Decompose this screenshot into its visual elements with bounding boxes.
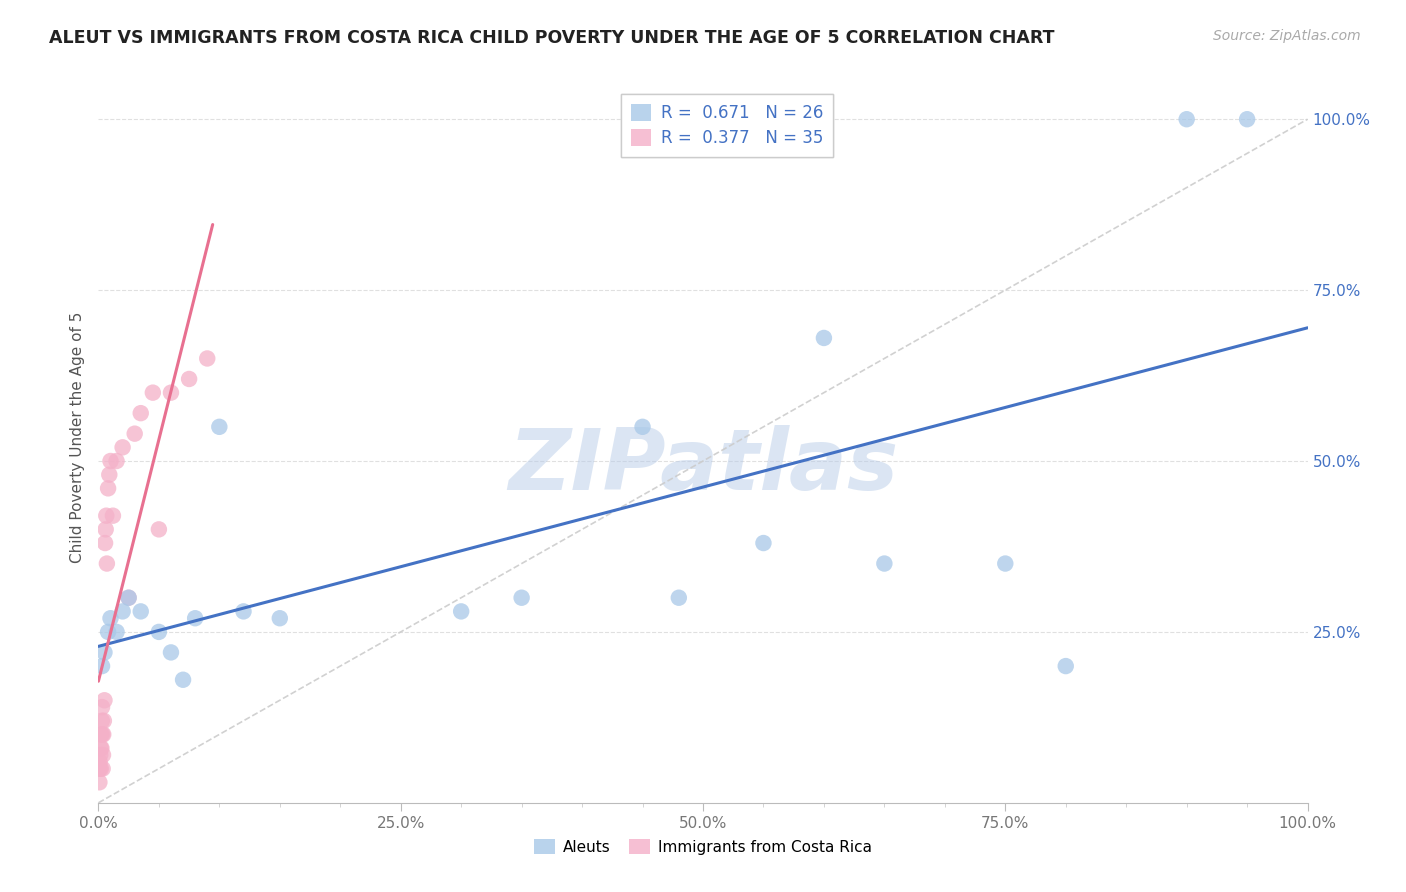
Point — [160, 645, 183, 659]
Text: ALEUT VS IMMIGRANTS FROM COSTA RICA CHILD POVERTY UNDER THE AGE OF 5 CORRELATION: ALEUT VS IMMIGRANTS FROM COSTA RICA CHIL… — [49, 29, 1054, 46]
Point — [91, 659, 114, 673]
Y-axis label: Child Poverty Under the Age of 5: Child Poverty Under the Age of 5 — [69, 311, 84, 563]
Point — [873, 557, 896, 571]
Point — [101, 508, 124, 523]
Point — [100, 611, 122, 625]
Point — [91, 700, 114, 714]
Point — [129, 604, 152, 618]
Point — [195, 351, 218, 366]
Point — [160, 385, 183, 400]
Point — [142, 385, 165, 400]
Point — [111, 440, 134, 454]
Point — [148, 522, 170, 536]
Point — [90, 714, 112, 728]
Point — [87, 762, 110, 776]
Point — [89, 755, 111, 769]
Point — [450, 604, 472, 618]
Point — [118, 591, 141, 605]
Point — [105, 454, 128, 468]
Point — [510, 591, 533, 605]
Point — [91, 747, 114, 762]
Point — [232, 604, 254, 618]
Point — [752, 536, 775, 550]
Point — [172, 673, 194, 687]
Point — [90, 762, 112, 776]
Point — [1054, 659, 1077, 673]
Point — [93, 693, 115, 707]
Point — [96, 557, 118, 571]
Legend: R =  0.671   N = 26, R =  0.377   N = 35: R = 0.671 N = 26, R = 0.377 N = 35 — [621, 95, 834, 157]
Point — [91, 727, 114, 741]
Point — [668, 591, 690, 605]
Point — [90, 727, 112, 741]
Point — [148, 624, 170, 639]
Point — [89, 762, 111, 776]
Point — [179, 372, 201, 386]
Point — [93, 645, 115, 659]
Point — [98, 467, 121, 482]
Point — [994, 557, 1017, 571]
Point — [813, 331, 835, 345]
Point — [105, 624, 128, 639]
Point — [90, 741, 112, 756]
Point — [97, 624, 120, 639]
Point — [631, 420, 654, 434]
Point — [93, 714, 115, 728]
Point — [100, 454, 122, 468]
Point — [1236, 112, 1258, 127]
Point — [97, 481, 120, 495]
Point — [124, 426, 146, 441]
Text: Source: ZipAtlas.com: Source: ZipAtlas.com — [1213, 29, 1361, 43]
Point — [91, 727, 114, 741]
Text: ZIPatlas: ZIPatlas — [508, 425, 898, 508]
Point — [129, 406, 152, 420]
Point — [184, 611, 207, 625]
Point — [208, 420, 231, 434]
Point — [89, 775, 111, 789]
Point — [118, 591, 141, 605]
Point — [1175, 112, 1198, 127]
Point — [269, 611, 291, 625]
Point — [111, 604, 134, 618]
Point — [89, 747, 111, 762]
Point — [94, 536, 117, 550]
Point — [96, 508, 118, 523]
Point — [91, 762, 114, 776]
Point — [94, 522, 117, 536]
Point — [90, 741, 112, 756]
